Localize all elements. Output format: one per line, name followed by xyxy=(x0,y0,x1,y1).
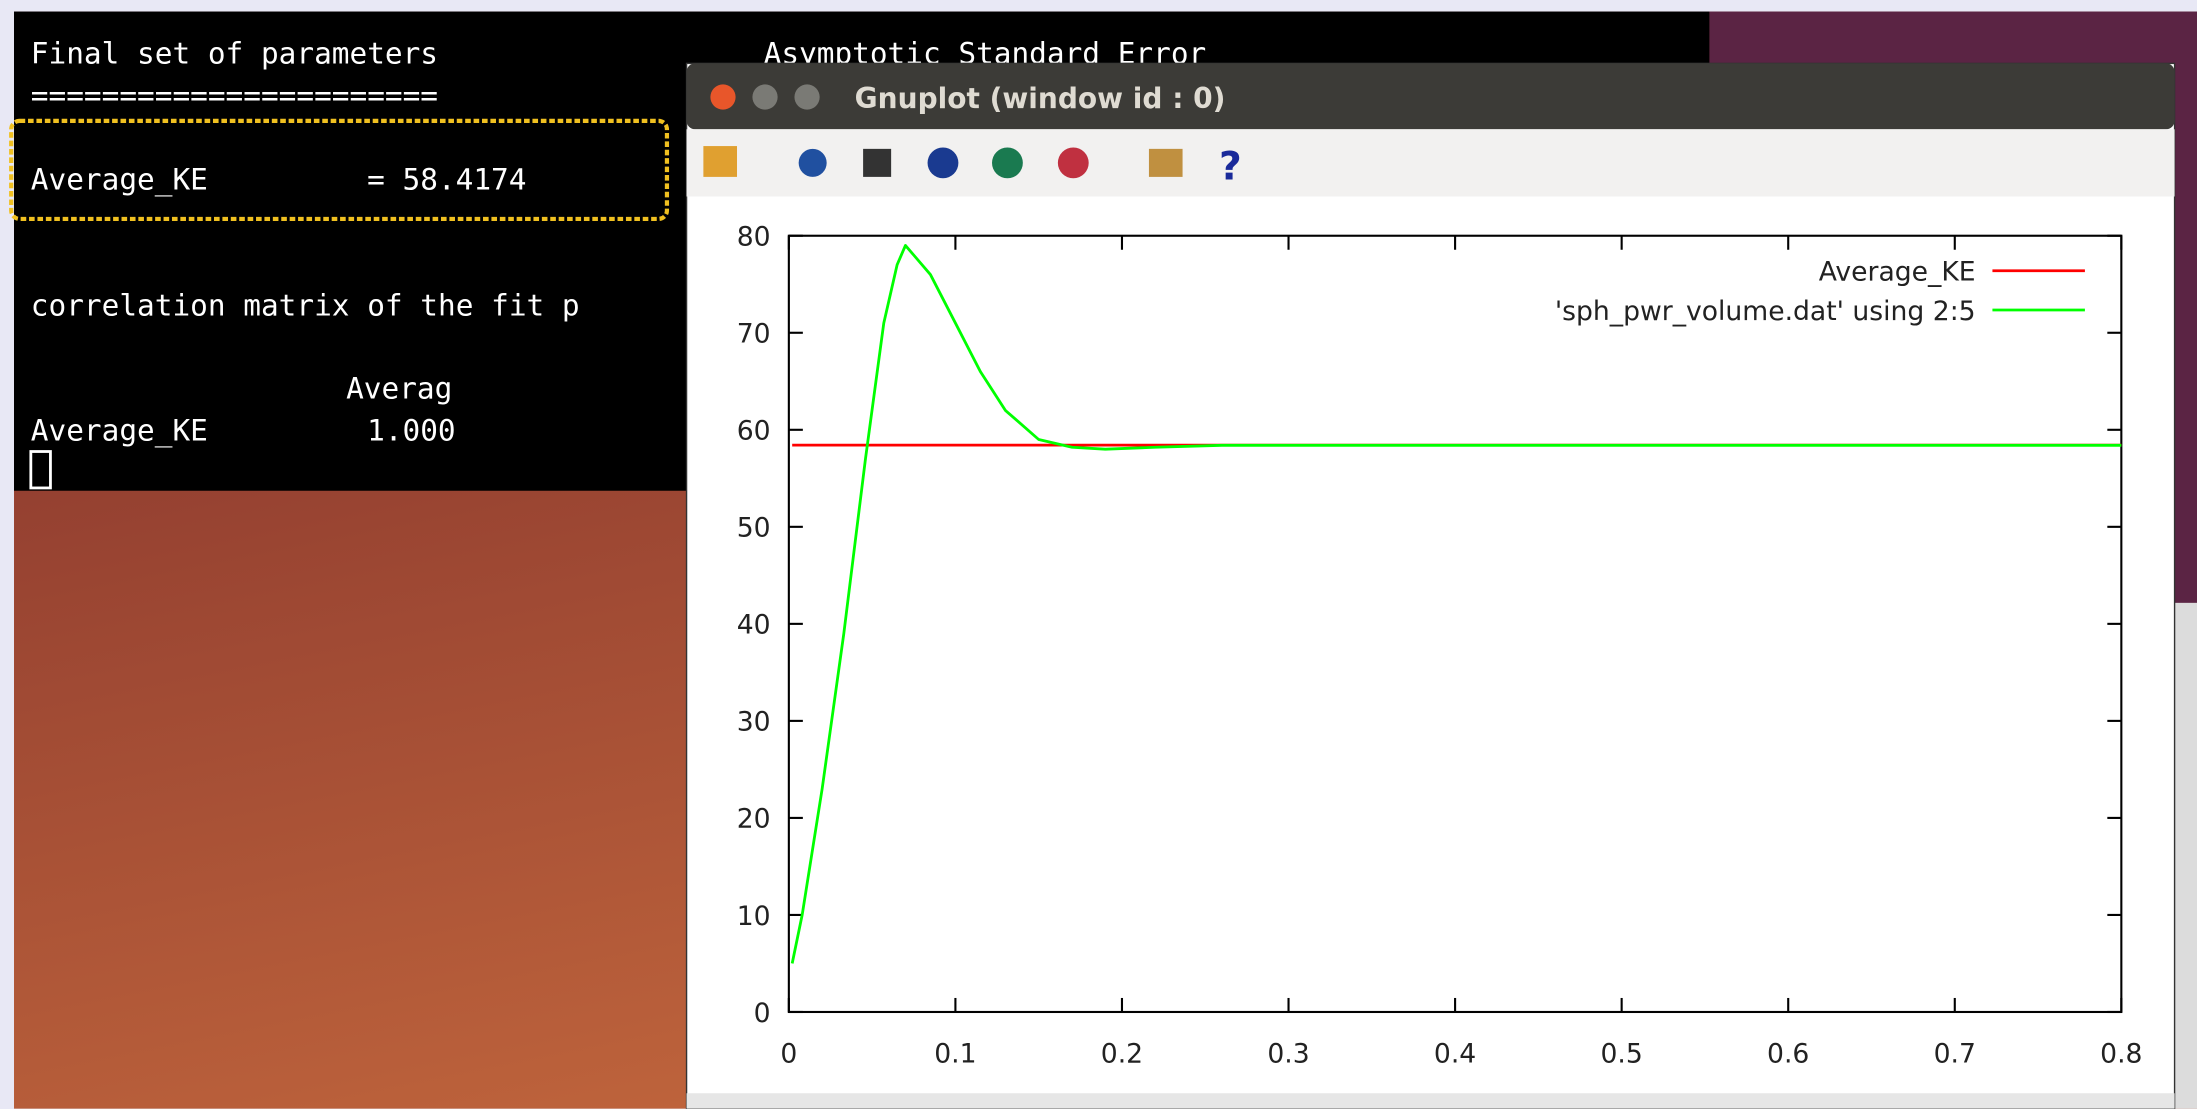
y-tick-label: 50 xyxy=(737,513,771,544)
screenshot: Final set of parameters Asymptotic Stand… xyxy=(0,0,2197,1109)
minimize-button[interactable] xyxy=(752,84,777,109)
x-tick-label: 0.3 xyxy=(1267,1038,1309,1069)
toolbar-button[interactable] xyxy=(863,149,891,177)
status-bar xyxy=(687,1093,2175,1108)
y-tick-label: 20 xyxy=(737,804,771,835)
x-tick-label: 0.1 xyxy=(934,1038,976,1069)
toolbar-button[interactable]: ? xyxy=(1219,145,1242,190)
toolbar-button[interactable] xyxy=(799,149,827,177)
window-title: Gnuplot (window id : 0) xyxy=(855,82,1226,115)
maximize-button[interactable] xyxy=(794,84,819,109)
y-tick-label: 60 xyxy=(737,416,771,447)
terminal-line: Final set of parameters xyxy=(31,36,438,70)
page: { "terminal": { "line1": "Final set of p… xyxy=(0,0,2197,1109)
terminal-line: ======================= xyxy=(31,78,438,112)
close-button[interactable] xyxy=(710,84,735,109)
y-tick-label: 80 xyxy=(737,222,771,253)
x-tick-label: 0.4 xyxy=(1434,1038,1476,1069)
gnuplot-window xyxy=(687,63,2175,1108)
x-tick-label: 0.6 xyxy=(1767,1038,1809,1069)
toolbar-button[interactable] xyxy=(1058,147,1089,178)
legend-label: 'sph_pwr_volume.dat' using 2:5 xyxy=(1555,296,1976,327)
toolbar-button[interactable] xyxy=(703,146,737,177)
x-tick-label: 0 xyxy=(780,1038,797,1069)
y-tick-label: 70 xyxy=(737,319,771,350)
y-tick-label: 40 xyxy=(737,610,771,641)
toolbar-button[interactable] xyxy=(992,147,1023,178)
terminal-line: 1.000 xyxy=(367,413,456,447)
x-tick-label: 0.5 xyxy=(1600,1038,1642,1069)
x-tick-label: 0.8 xyxy=(2100,1038,2142,1069)
terminal-line: Average_KE xyxy=(31,163,208,198)
terminal-line: Averag xyxy=(346,371,452,405)
toolbar xyxy=(687,129,2175,196)
y-tick-label: 0 xyxy=(754,998,771,1029)
x-tick-label: 0.7 xyxy=(1934,1038,1976,1069)
x-tick-label: 0.2 xyxy=(1101,1038,1143,1069)
y-tick-label: 10 xyxy=(737,901,771,932)
y-tick-label: 30 xyxy=(737,707,771,738)
terminal-line: Average_KE xyxy=(31,413,208,448)
background-window xyxy=(2175,603,2197,1109)
terminal-line: correlation matrix of the fit p xyxy=(31,289,580,323)
toolbar-button[interactable] xyxy=(1149,149,1183,177)
terminal-line: = 58.4174 xyxy=(367,163,526,197)
toolbar-button[interactable] xyxy=(928,147,959,178)
legend-label: Average_KE xyxy=(1819,257,1976,288)
